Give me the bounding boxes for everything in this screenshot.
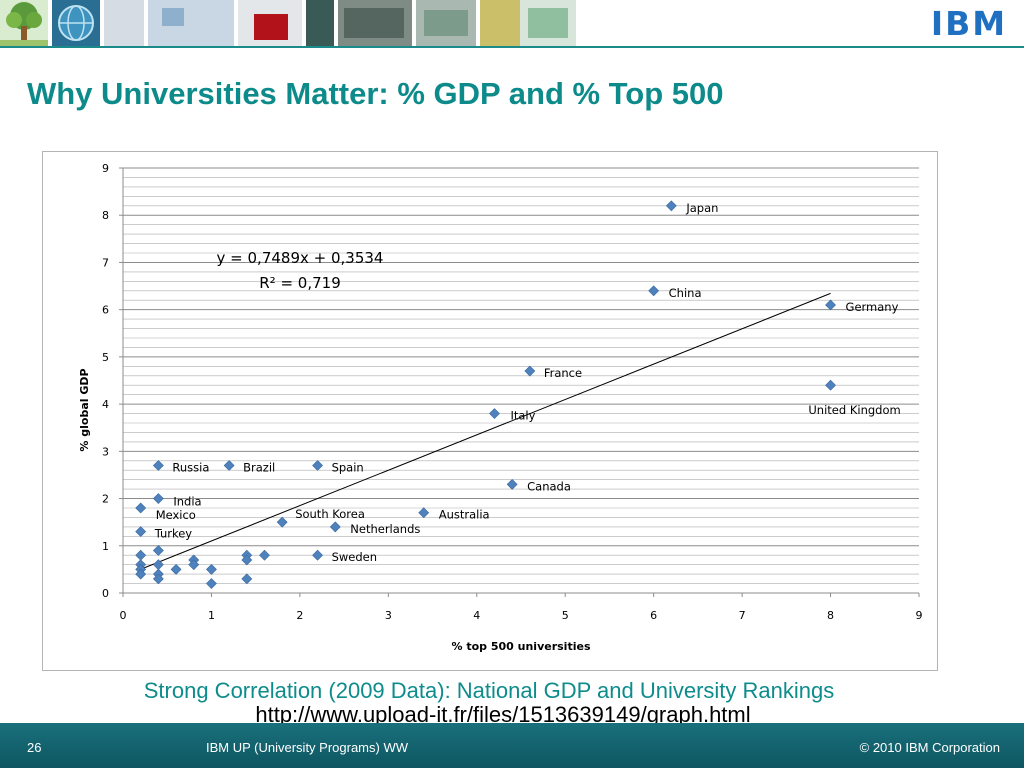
data-point — [152, 573, 164, 585]
data-point — [170, 563, 182, 575]
slide-caption: Strong Correlation (2009 Data): National… — [143, 678, 835, 703]
point-label: Japan — [685, 201, 718, 215]
trendline — [140, 292, 831, 570]
data-point-netherlands — [329, 521, 341, 533]
data-point-mexico — [135, 502, 147, 514]
point-label: Australia — [439, 508, 490, 522]
r-squared-label: R² = 0,719 — [259, 274, 340, 292]
x-axis-title: % top 500 universities — [451, 640, 590, 653]
x-tick-label: 9 — [916, 609, 923, 622]
trendline-equation: y = 0,7489x + 0,3534 — [217, 249, 384, 267]
data-point-sweden — [312, 549, 324, 561]
data-point-australia — [418, 507, 430, 519]
point-label: Mexico — [156, 508, 196, 522]
data-point-turkey — [135, 526, 147, 538]
point-label: Germany — [846, 300, 899, 314]
point-label: France — [544, 366, 582, 380]
y-tick-label: 9 — [102, 162, 109, 175]
banner: IBM — [0, 0, 1024, 46]
axes — [122, 168, 919, 594]
copyright: © 2010 IBM Corporation — [859, 740, 1000, 755]
data-point — [152, 545, 164, 556]
x-tick-label: 4 — [473, 609, 480, 622]
y-tick-label: 0 — [102, 587, 109, 600]
data-point-india — [152, 493, 164, 504]
point-label: Russia — [172, 461, 209, 475]
data-point-spain — [312, 460, 324, 471]
y-tick-label: 2 — [102, 493, 109, 506]
x-tick-label: 3 — [385, 609, 392, 622]
point-label: Sweden — [332, 550, 377, 564]
point-label: South Korea — [295, 507, 365, 521]
data-point-germany — [825, 299, 836, 311]
data-point-canada — [506, 478, 518, 490]
x-tick-label: 1 — [208, 609, 215, 622]
data-point-italy — [489, 408, 500, 419]
data-point-brazil — [223, 460, 235, 471]
x-tick-label: 2 — [296, 609, 303, 622]
point-label: Netherlands — [350, 522, 420, 536]
point-label: India — [173, 495, 201, 509]
tick-labels: 0 1 2 3 4 5 6 7 8 9 0 1 2 3 4 5 6 7 8 9 — [102, 162, 923, 622]
data-point — [188, 559, 200, 571]
data-point-china — [648, 285, 660, 297]
photo-strip — [104, 0, 576, 46]
data-point — [241, 573, 253, 585]
gridlines — [123, 167, 919, 584]
x-tick-label: 0 — [120, 609, 127, 622]
slide-title: Why Universities Matter: % GDP and % Top… — [27, 76, 724, 111]
point-label: Brazil — [243, 461, 275, 475]
data-point — [206, 563, 217, 575]
chart-frame: 0 1 2 3 4 5 6 7 8 9 0 1 2 3 4 5 6 7 8 9 Japan China Germany Fr… — [42, 151, 938, 671]
source-url[interactable]: http://www.upload-it.fr/files/1513639149… — [255, 702, 751, 727]
point-label: China — [669, 286, 702, 300]
page-number: 26 — [27, 740, 42, 755]
data-point — [206, 578, 217, 589]
y-axis-title: % global GDP — [78, 368, 91, 451]
point-label: Spain — [332, 461, 364, 475]
data-points — [135, 200, 836, 589]
point-label: United Kingdom — [808, 403, 900, 417]
y-tick-label: 6 — [102, 304, 109, 317]
globe-icon — [52, 0, 100, 46]
footer-program-name: IBM UP (University Programs) WW — [206, 740, 408, 755]
point-label: Italy — [510, 409, 535, 423]
y-tick-label: 8 — [102, 209, 109, 222]
y-tick-label: 5 — [102, 351, 109, 364]
data-point — [135, 568, 147, 580]
data-point-france — [524, 365, 536, 377]
x-tick-label: 6 — [650, 609, 657, 622]
y-tick-label: 3 — [102, 445, 109, 458]
x-tick-label: 7 — [739, 609, 746, 622]
point-label: Canada — [527, 479, 571, 493]
data-point — [259, 549, 270, 561]
point-label: Turkey — [154, 527, 193, 541]
data-point — [241, 554, 253, 566]
x-tick-label: 5 — [562, 609, 569, 622]
tree-illustration-icon — [0, 0, 48, 46]
y-tick-label: 4 — [102, 398, 109, 411]
x-tick-label: 8 — [827, 609, 834, 622]
ibm-logo: IBM — [928, 4, 1010, 43]
data-point-south-korea — [276, 516, 288, 528]
data-point-japan — [665, 200, 677, 212]
y-tick-label: 7 — [102, 256, 109, 269]
banner-divider — [0, 46, 1024, 48]
data-point-russia — [152, 460, 164, 471]
scatter-chart: 0 1 2 3 4 5 6 7 8 9 0 1 2 3 4 5 6 7 8 9 Japan China Germany Fr… — [78, 162, 923, 653]
y-tick-label: 1 — [102, 540, 109, 553]
point-labels: Japan China Germany France United Kingdom Ita… — [154, 201, 901, 564]
footer: 26 IBM UP (University Programs) WW © 201… — [0, 723, 1024, 768]
data-point-united-kingdom — [825, 379, 836, 391]
data-point — [135, 549, 147, 561]
